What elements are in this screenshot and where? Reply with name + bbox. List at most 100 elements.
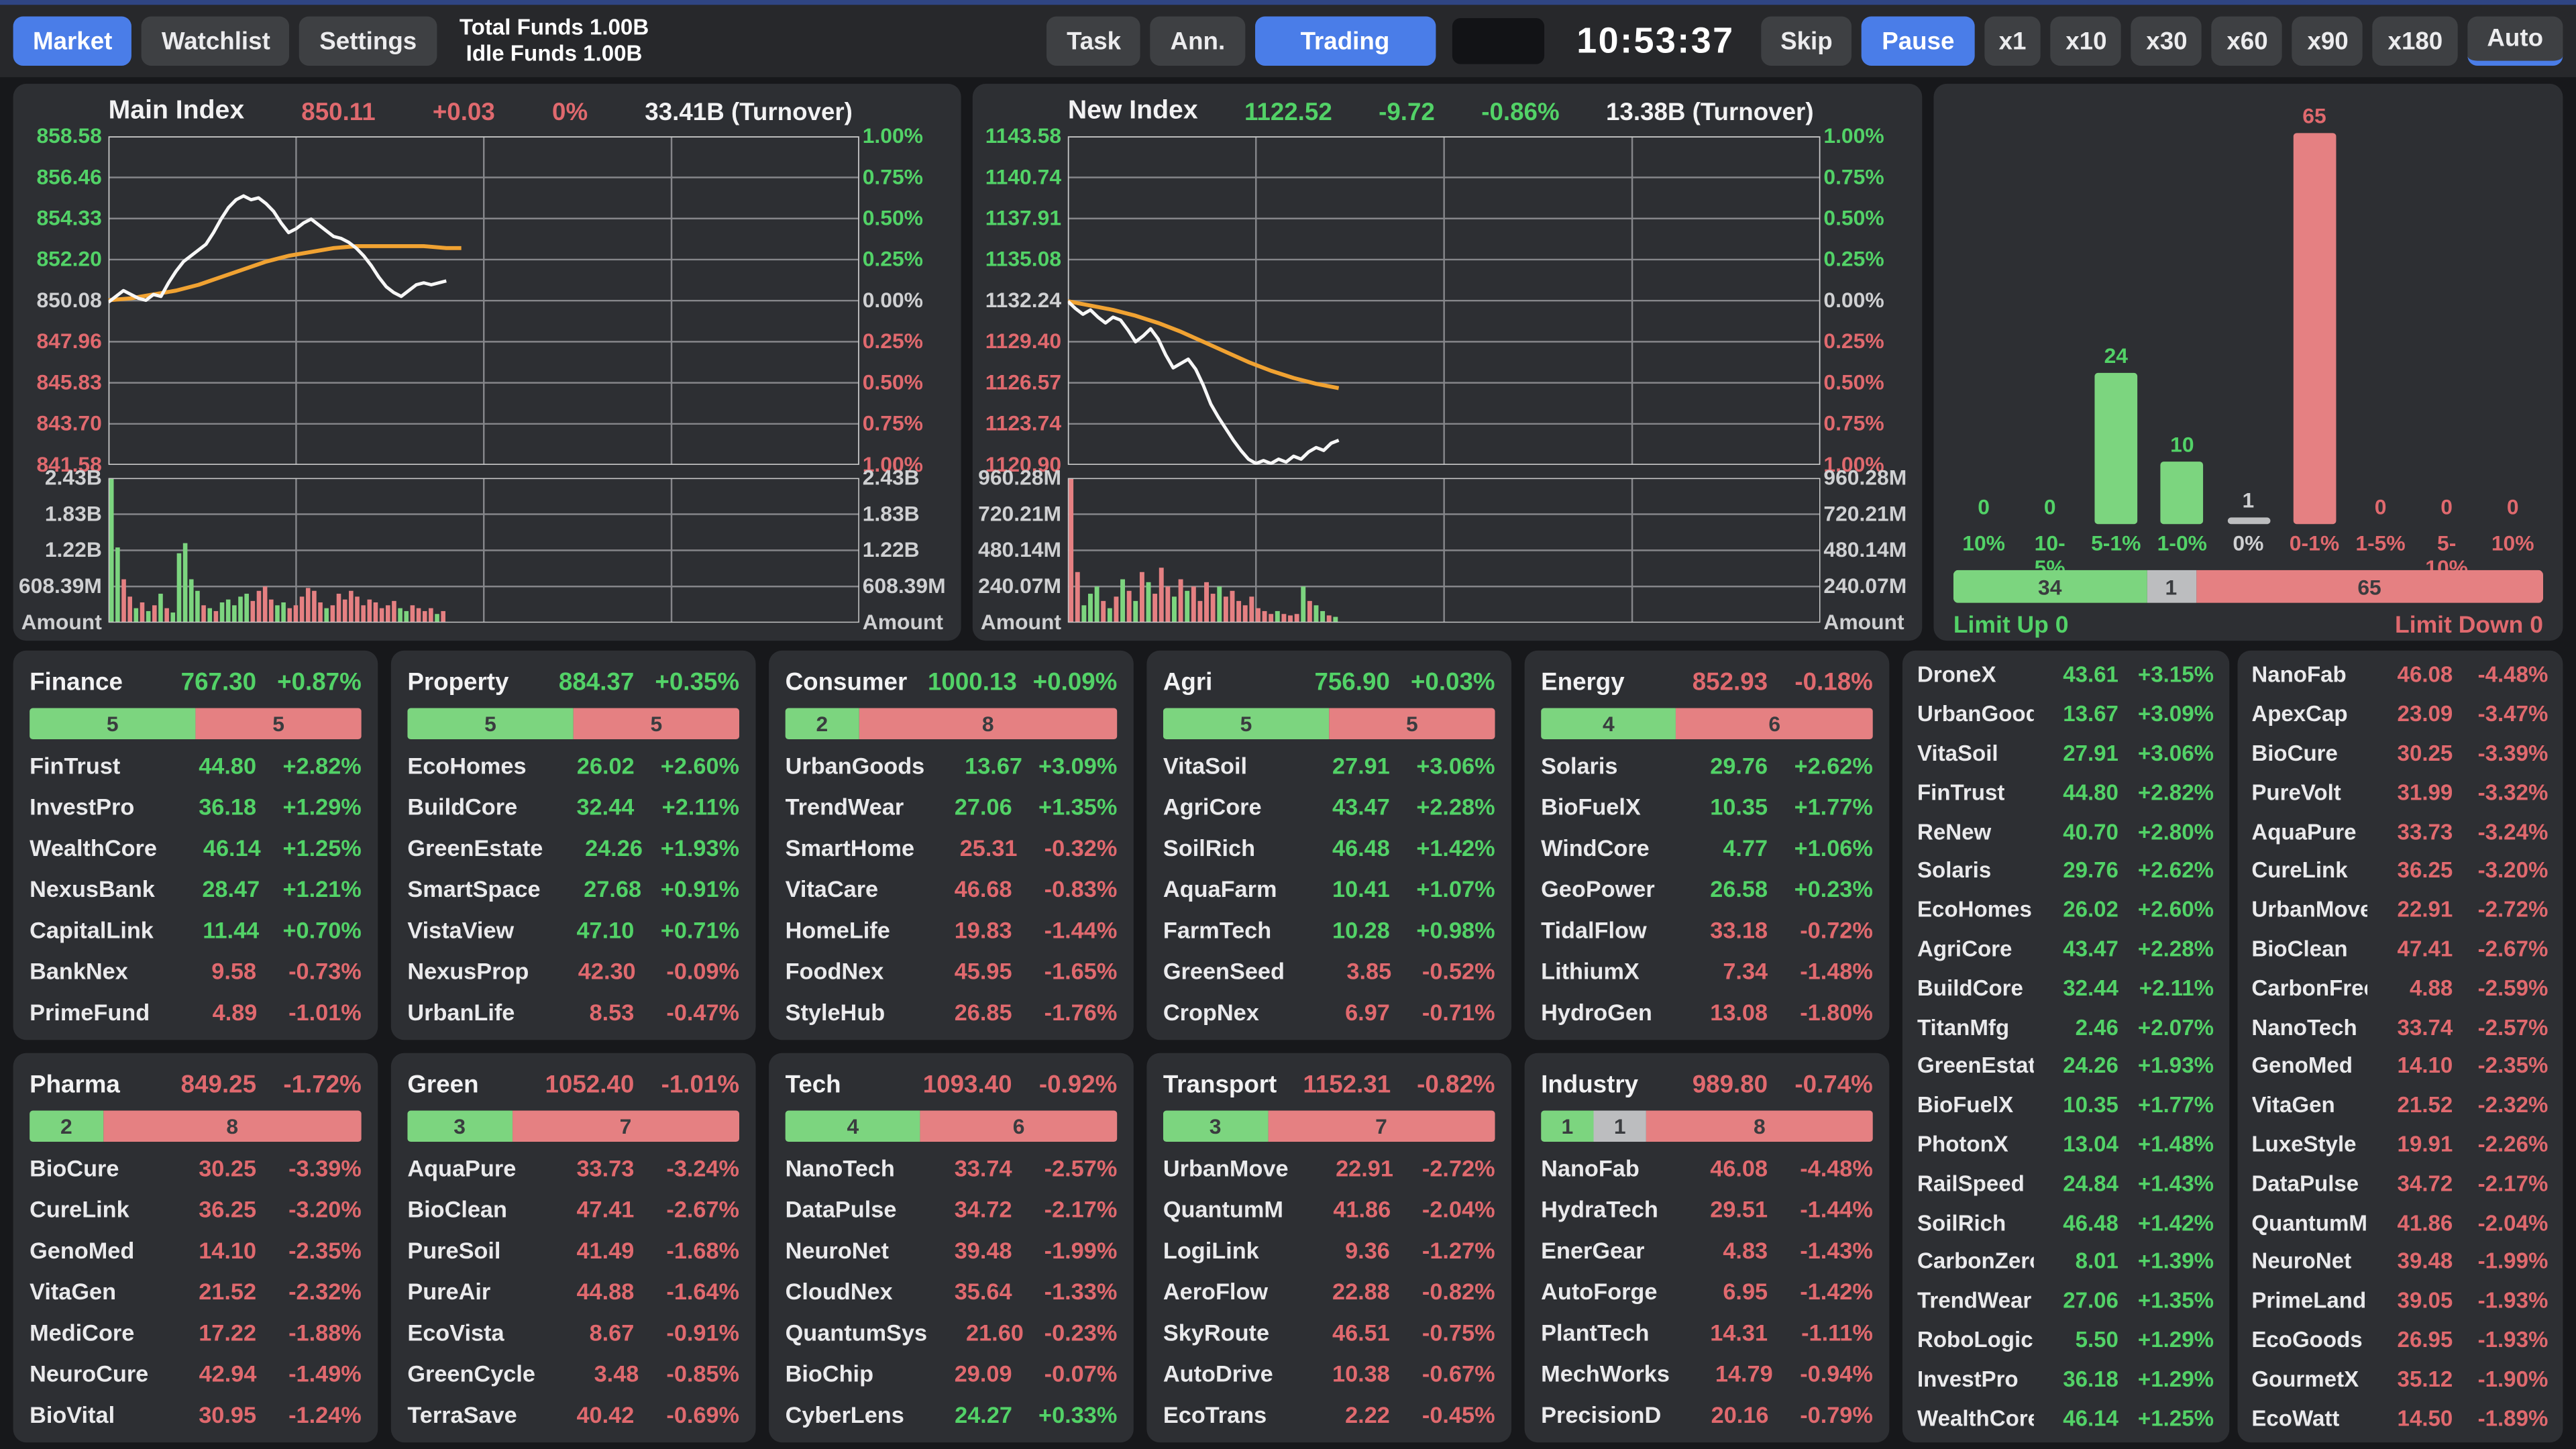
stock-row[interactable]: BioCure 30.25 -3.39% bbox=[30, 1146, 362, 1187]
loser-row[interactable]: GenoMed 14.10 -2.35% bbox=[2251, 1046, 2548, 1085]
sector-header[interactable]: Transport 1152.31 -0.82% bbox=[1163, 1066, 1495, 1102]
stock-row[interactable]: LogiLink 9.36 -1.27% bbox=[1163, 1229, 1495, 1270]
task-button[interactable]: Task bbox=[1046, 16, 1141, 66]
loser-row[interactable]: CarbonFree 4.88 -2.59% bbox=[2251, 968, 2548, 1007]
gainer-row[interactable]: FinTrust 44.80 +2.82% bbox=[1917, 773, 2214, 812]
gainer-row[interactable]: EcoHomes 26.02 +2.60% bbox=[1917, 890, 2214, 929]
loser-row[interactable]: BioCure 30.25 -3.39% bbox=[2251, 734, 2548, 773]
stock-row[interactable]: GreenEstate 24.26 +1.93% bbox=[407, 826, 739, 867]
skip-button[interactable]: Skip bbox=[1760, 16, 1853, 66]
gainer-row[interactable]: CarbonZero 8.01 +1.39% bbox=[1917, 1242, 2214, 1281]
stock-row[interactable]: AutoForge 6.95 -1.42% bbox=[1541, 1270, 1873, 1311]
loser-row[interactable]: NanoTech 33.74 -2.57% bbox=[2251, 1008, 2548, 1046]
loser-row[interactable]: EcoGoods 26.95 -1.93% bbox=[2251, 1320, 2548, 1359]
speed-button-x30[interactable]: x30 bbox=[2131, 16, 2202, 66]
stock-row[interactable]: SmartHome 25.31 -0.32% bbox=[786, 826, 1118, 867]
gainer-row[interactable]: RailSpeed 24.84 +1.43% bbox=[1917, 1164, 2214, 1203]
sector-header[interactable]: Energy 852.93 -0.18% bbox=[1541, 663, 1873, 700]
stock-row[interactable]: HydroGen 13.08 -1.80% bbox=[1541, 991, 1873, 1032]
stock-row[interactable]: TidalFlow 33.18 -0.72% bbox=[1541, 908, 1873, 949]
gainer-row[interactable]: InvestPro 36.18 +1.29% bbox=[1917, 1359, 2214, 1398]
gainer-row[interactable]: GreenEstate 24.26 +1.93% bbox=[1917, 1046, 2214, 1085]
stock-row[interactable]: BioChip 29.09 -0.07% bbox=[786, 1352, 1118, 1393]
stock-row[interactable]: CureLink 36.25 -3.20% bbox=[30, 1188, 362, 1229]
sector-header[interactable]: Pharma 849.25 -1.72% bbox=[30, 1066, 362, 1102]
sector-header[interactable]: Green 1052.40 -1.01% bbox=[407, 1066, 739, 1102]
stock-row[interactable]: TerraSave 40.42 -0.69% bbox=[407, 1393, 739, 1434]
stock-row[interactable]: NanoTech 33.74 -2.57% bbox=[786, 1146, 1118, 1187]
stock-row[interactable]: NeuroCure 42.94 -1.49% bbox=[30, 1352, 362, 1393]
auto-button[interactable]: Auto bbox=[2467, 16, 2563, 66]
stock-row[interactable]: BuildCore 32.44 +2.11% bbox=[407, 786, 739, 826]
stock-row[interactable]: TrendWear 27.06 +1.35% bbox=[786, 786, 1118, 826]
tab-settings[interactable]: Settings bbox=[299, 16, 437, 66]
gainer-row[interactable]: AgriCore 43.47 +2.28% bbox=[1917, 929, 2214, 968]
stock-row[interactable]: FinTrust 44.80 +2.82% bbox=[30, 744, 362, 785]
gainer-row[interactable]: DroneX 43.61 +3.15% bbox=[1917, 655, 2214, 694]
stock-row[interactable]: UrbanLife 8.53 -0.47% bbox=[407, 991, 739, 1032]
stock-row[interactable]: BioFuelX 10.35 +1.77% bbox=[1541, 786, 1873, 826]
sector-header[interactable]: Finance 767.30 +0.87% bbox=[30, 663, 362, 700]
stock-row[interactable]: PrimeFund 4.89 -1.01% bbox=[30, 991, 362, 1032]
gainer-row[interactable]: WealthCore 46.14 +1.25% bbox=[1917, 1398, 2214, 1437]
stock-row[interactable]: VitaSoil 27.91 +3.06% bbox=[1163, 744, 1495, 785]
gainer-row[interactable]: TrendWear 27.06 +1.35% bbox=[1917, 1281, 2214, 1320]
stock-row[interactable]: NeuroNet 39.48 -1.99% bbox=[786, 1229, 1118, 1270]
stock-row[interactable]: WindCore 4.77 +1.06% bbox=[1541, 826, 1873, 867]
stock-row[interactable]: DataPulse 34.72 -2.17% bbox=[786, 1188, 1118, 1229]
gainer-row[interactable]: VitaSoil 27.91 +3.06% bbox=[1917, 734, 2214, 773]
stock-row[interactable]: BioVital 30.95 -1.24% bbox=[30, 1393, 362, 1434]
tab-watchlist[interactable]: Watchlist bbox=[142, 16, 290, 66]
speed-button-x90[interactable]: x90 bbox=[2292, 16, 2363, 66]
speed-button-x180[interactable]: x180 bbox=[2373, 16, 2458, 66]
stock-row[interactable]: CloudNex 35.64 -1.33% bbox=[786, 1270, 1118, 1311]
sector-header[interactable]: Property 884.37 +0.35% bbox=[407, 663, 739, 700]
loser-row[interactable]: QuantumM 41.86 -2.04% bbox=[2251, 1203, 2548, 1242]
stock-row[interactable]: EcoTrans 2.22 -0.45% bbox=[1163, 1393, 1495, 1434]
gainer-row[interactable]: UrbanGoods 13.67 +3.09% bbox=[1917, 694, 2214, 733]
stock-row[interactable]: NexusProp 42.30 -0.09% bbox=[407, 950, 739, 991]
stock-row[interactable]: EcoHomes 26.02 +2.60% bbox=[407, 744, 739, 785]
stock-row[interactable]: GreenSeed 3.85 -0.52% bbox=[1163, 950, 1495, 991]
loser-row[interactable]: UrbanMove 22.91 -2.72% bbox=[2251, 890, 2548, 929]
loser-row[interactable]: AquaPure 33.73 -3.24% bbox=[2251, 812, 2548, 851]
stock-row[interactable]: LithiumX 7.34 -1.48% bbox=[1541, 950, 1873, 991]
pause-button[interactable]: Pause bbox=[1862, 16, 1974, 66]
stock-row[interactable]: PlantTech 14.31 -1.11% bbox=[1541, 1311, 1873, 1352]
loser-row[interactable]: EcoWatt 14.50 -1.89% bbox=[2251, 1398, 2548, 1437]
loser-row[interactable]: NanoFab 46.08 -4.48% bbox=[2251, 655, 2548, 694]
stock-row[interactable]: CropNex 6.97 -0.71% bbox=[1163, 991, 1495, 1032]
stock-row[interactable]: CapitalLink 11.44 +0.70% bbox=[30, 908, 362, 949]
stock-row[interactable]: AutoDrive 10.38 -0.67% bbox=[1163, 1352, 1495, 1393]
stock-row[interactable]: SmartSpace 27.68 +0.91% bbox=[407, 867, 739, 908]
speed-button-x10[interactable]: x10 bbox=[2051, 16, 2122, 66]
tab-market[interactable]: Market bbox=[13, 16, 132, 66]
stock-row[interactable]: AeroFlow 22.88 -0.82% bbox=[1163, 1270, 1495, 1311]
loser-row[interactable]: LuxeStyle 19.91 -2.26% bbox=[2251, 1124, 2548, 1163]
stock-row[interactable]: QuantumM 41.86 -2.04% bbox=[1163, 1188, 1495, 1229]
stock-row[interactable]: AgriCore 43.47 +2.28% bbox=[1163, 786, 1495, 826]
gainer-row[interactable]: ReNew 40.70 +2.80% bbox=[1917, 812, 2214, 851]
stock-row[interactable]: FarmTech 10.28 +0.98% bbox=[1163, 908, 1495, 949]
gainer-row[interactable]: PhotonX 13.04 +1.48% bbox=[1917, 1124, 2214, 1163]
stock-row[interactable]: CyberLens 24.27 +0.33% bbox=[786, 1393, 1118, 1434]
stock-row[interactable]: BioClean 47.41 -2.67% bbox=[407, 1188, 739, 1229]
stock-row[interactable]: EcoVista 8.67 -0.91% bbox=[407, 1311, 739, 1352]
stock-row[interactable]: MediCore 17.22 -1.88% bbox=[30, 1311, 362, 1352]
speed-button-x60[interactable]: x60 bbox=[2212, 16, 2283, 66]
stock-row[interactable]: AquaFarm 10.41 +1.07% bbox=[1163, 867, 1495, 908]
stock-row[interactable]: VistaView 47.10 +0.71% bbox=[407, 908, 739, 949]
gainer-row[interactable]: SoilRich 46.48 +1.42% bbox=[1917, 1203, 2214, 1242]
stock-row[interactable]: SoilRich 46.48 +1.42% bbox=[1163, 826, 1495, 867]
loser-row[interactable]: BioClean 47.41 -2.67% bbox=[2251, 929, 2548, 968]
loser-row[interactable]: ApexCap 23.09 -3.47% bbox=[2251, 694, 2548, 733]
stock-row[interactable]: HydraTech 29.51 -1.44% bbox=[1541, 1188, 1873, 1229]
sector-header[interactable]: Tech 1093.40 -0.92% bbox=[786, 1066, 1118, 1102]
loser-row[interactable]: CureLink 36.25 -3.20% bbox=[2251, 851, 2548, 890]
stock-row[interactable]: FoodNex 45.95 -1.65% bbox=[786, 950, 1118, 991]
loser-row[interactable]: NeuroNet 39.48 -1.99% bbox=[2251, 1242, 2548, 1281]
stock-row[interactable]: AquaPure 33.73 -3.24% bbox=[407, 1146, 739, 1187]
sector-header[interactable]: Agri 756.90 +0.03% bbox=[1163, 663, 1495, 700]
stock-row[interactable]: HomeLife 19.83 -1.44% bbox=[786, 908, 1118, 949]
loser-row[interactable]: DataPulse 34.72 -2.17% bbox=[2251, 1164, 2548, 1203]
